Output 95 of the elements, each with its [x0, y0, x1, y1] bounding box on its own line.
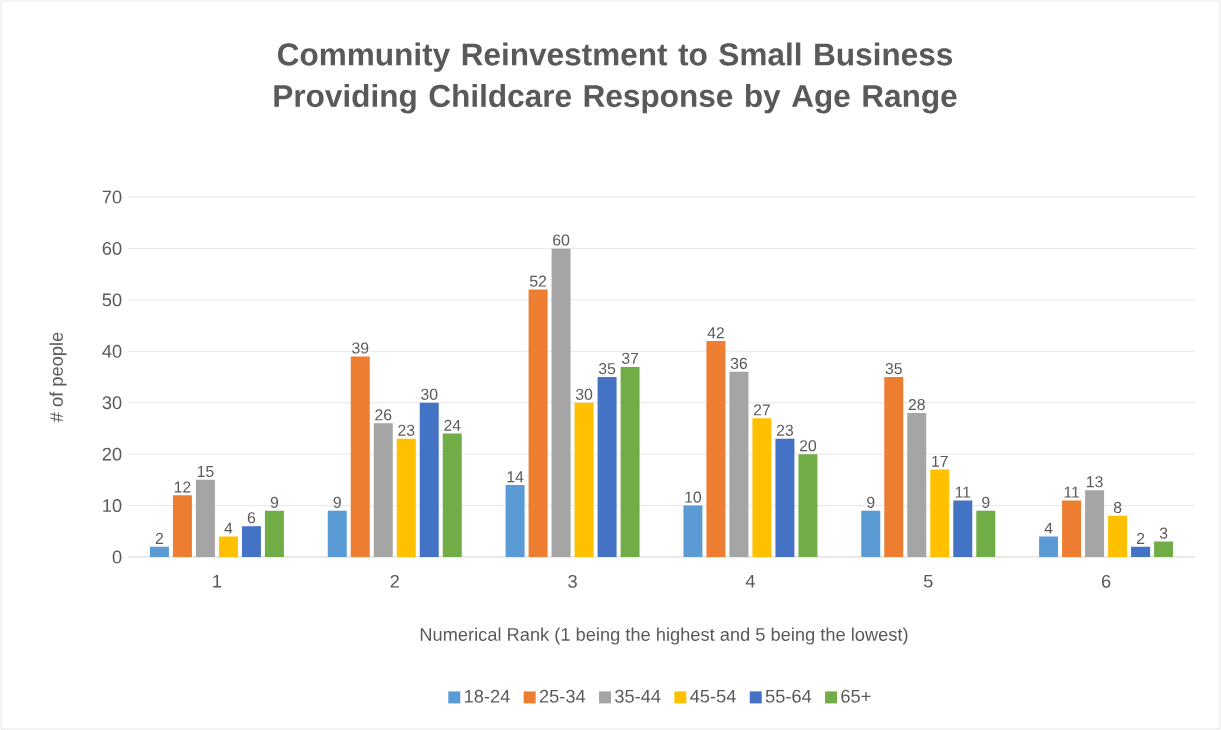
data-label: 4 — [1044, 522, 1053, 534]
data-label: 8 — [1113, 501, 1122, 514]
bar — [396, 438, 416, 557]
bar — [373, 423, 393, 557]
x-tick-label: 1 — [213, 574, 222, 588]
data-label: 10 — [685, 491, 702, 503]
data-label: 23 — [398, 424, 415, 436]
legend-label: 55-64 — [765, 689, 812, 703]
bar — [752, 418, 772, 557]
y-axis-title: # of people — [49, 332, 67, 423]
data-label: 2 — [1136, 532, 1145, 544]
data-label: 17 — [932, 455, 948, 467]
bar — [706, 341, 726, 557]
bar — [149, 546, 169, 557]
x-tick-label: 2 — [390, 574, 399, 588]
bar — [1085, 490, 1105, 557]
bar — [976, 510, 996, 557]
bar — [264, 510, 284, 557]
bar — [327, 510, 347, 557]
bar — [1154, 541, 1174, 557]
data-label: 6 — [247, 512, 256, 524]
data-label: 23 — [776, 424, 793, 436]
bar — [775, 438, 795, 557]
x-tick-label: 4 — [745, 574, 755, 588]
bar — [218, 536, 238, 557]
y-tick-label: 10 — [103, 499, 122, 513]
y-tick-label: 0 — [112, 550, 122, 564]
data-label: 30 — [421, 388, 438, 400]
y-tick-label: 70 — [102, 190, 122, 204]
bar — [1039, 536, 1059, 557]
bar — [442, 433, 462, 557]
bar — [907, 413, 927, 557]
bar — [505, 485, 525, 557]
data-label: 12 — [174, 481, 191, 493]
legend-label: 35-44 — [615, 689, 661, 703]
bar — [597, 377, 617, 557]
data-label: 27 — [753, 404, 770, 416]
bar — [1062, 500, 1082, 557]
bar — [551, 248, 571, 557]
bar — [241, 526, 261, 557]
bar — [528, 289, 548, 557]
data-label: 24 — [444, 419, 461, 431]
data-label: 11 — [1064, 486, 1080, 498]
bar — [1131, 546, 1151, 557]
bar — [884, 377, 904, 557]
y-tick-label: 40 — [102, 344, 122, 358]
data-label: 14 — [507, 471, 524, 483]
data-label: 2 — [155, 532, 164, 544]
bar — [172, 495, 192, 557]
data-label: 13 — [1087, 476, 1103, 488]
bar — [419, 402, 439, 557]
data-label: 9 — [867, 496, 875, 508]
data-label: 30 — [575, 388, 593, 400]
bar — [683, 505, 703, 557]
bar — [930, 469, 950, 557]
data-label: 36 — [730, 357, 747, 370]
bar — [620, 366, 640, 557]
x-tick-label: 5 — [923, 574, 933, 588]
x-axis-title: Numerical Rank (1 being the highest and 5 being the lowest) — [420, 627, 908, 645]
data-label: 28 — [908, 399, 925, 411]
data-label: 37 — [621, 352, 639, 364]
bar — [195, 479, 215, 557]
y-tick-label: 30 — [102, 396, 122, 410]
data-label: 60 — [553, 234, 570, 246]
x-tick-label: 6 — [1101, 574, 1111, 588]
data-label: 15 — [197, 466, 214, 478]
legend-label: 25-34 — [539, 689, 586, 703]
y-tick-label: 20 — [102, 447, 122, 461]
legend-label: 45-54 — [690, 689, 736, 703]
data-label: 4 — [224, 522, 233, 534]
data-label: 26 — [375, 409, 392, 421]
data-label: 9 — [270, 496, 279, 508]
y-tick-label: 50 — [102, 293, 122, 307]
legend-label: 18-24 — [465, 689, 510, 703]
bar — [729, 371, 749, 557]
data-label: 35 — [885, 363, 902, 375]
data-label: 42 — [707, 327, 724, 339]
bar — [1108, 515, 1128, 557]
data-label: 39 — [352, 342, 369, 354]
data-label: 9 — [982, 496, 990, 508]
data-label: 11 — [955, 486, 971, 498]
y-tick-label: 60 — [102, 241, 122, 255]
bar — [574, 402, 594, 557]
data-label: 20 — [799, 440, 817, 452]
legend-label: 65+ — [841, 689, 871, 703]
data-label: 35 — [598, 363, 616, 375]
x-tick-label: 3 — [568, 574, 577, 588]
bar — [350, 356, 370, 557]
bar — [861, 510, 881, 557]
bar — [953, 500, 973, 557]
chart-title: Community Reinvestment to Small Business Providing Childcare Response by Age Range — [274, 42, 957, 114]
data-label: 52 — [529, 275, 547, 287]
bar — [798, 454, 818, 557]
data-label: 3 — [1159, 527, 1168, 539]
data-label: 9 — [333, 496, 341, 508]
